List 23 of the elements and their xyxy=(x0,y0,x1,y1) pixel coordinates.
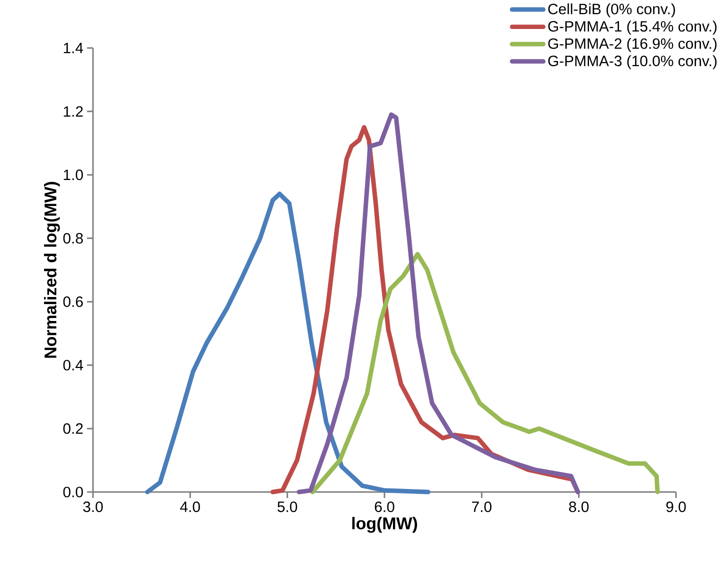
y-tick-label: 0.2 xyxy=(63,423,83,434)
legend-label: G-PMMA-2 (16.9% conv.) xyxy=(548,38,717,52)
y-tick-label: 1.4 xyxy=(64,42,84,54)
x-tick-label: 5.0 xyxy=(278,501,298,512)
y-tick-label: 0.4 xyxy=(63,360,84,370)
y-tick-label: 1.0 xyxy=(64,170,83,180)
y-tick-label: 1.2 xyxy=(64,106,83,117)
x-tick-label: 8.0 xyxy=(569,501,589,512)
legend-label: G-PMMA-3 (10.0% conv.) xyxy=(548,55,717,70)
legend-label: G-PMMA-1 (15.4% conv.) xyxy=(548,20,717,35)
line-series xyxy=(145,192,430,494)
x-tick-label: 6.0 xyxy=(374,501,394,512)
x-axis-title: log(MW) xyxy=(352,516,418,533)
legend-label: Cell-BiB (0% conv.) xyxy=(548,3,675,18)
y-tick-label: 0.6 xyxy=(63,296,83,307)
x-tick-label: 7.0 xyxy=(472,501,492,512)
x-tick-label: 4.0 xyxy=(180,501,200,512)
y-tick-label: 0.0 xyxy=(63,486,83,498)
line-series xyxy=(310,252,660,494)
y-tick-label: 0.8 xyxy=(63,232,83,244)
x-tick-label: 9.0 xyxy=(666,501,686,512)
y-axis-title: Normalized d log(MW) xyxy=(44,182,60,358)
x-tick-label: 3.0 xyxy=(83,501,103,512)
